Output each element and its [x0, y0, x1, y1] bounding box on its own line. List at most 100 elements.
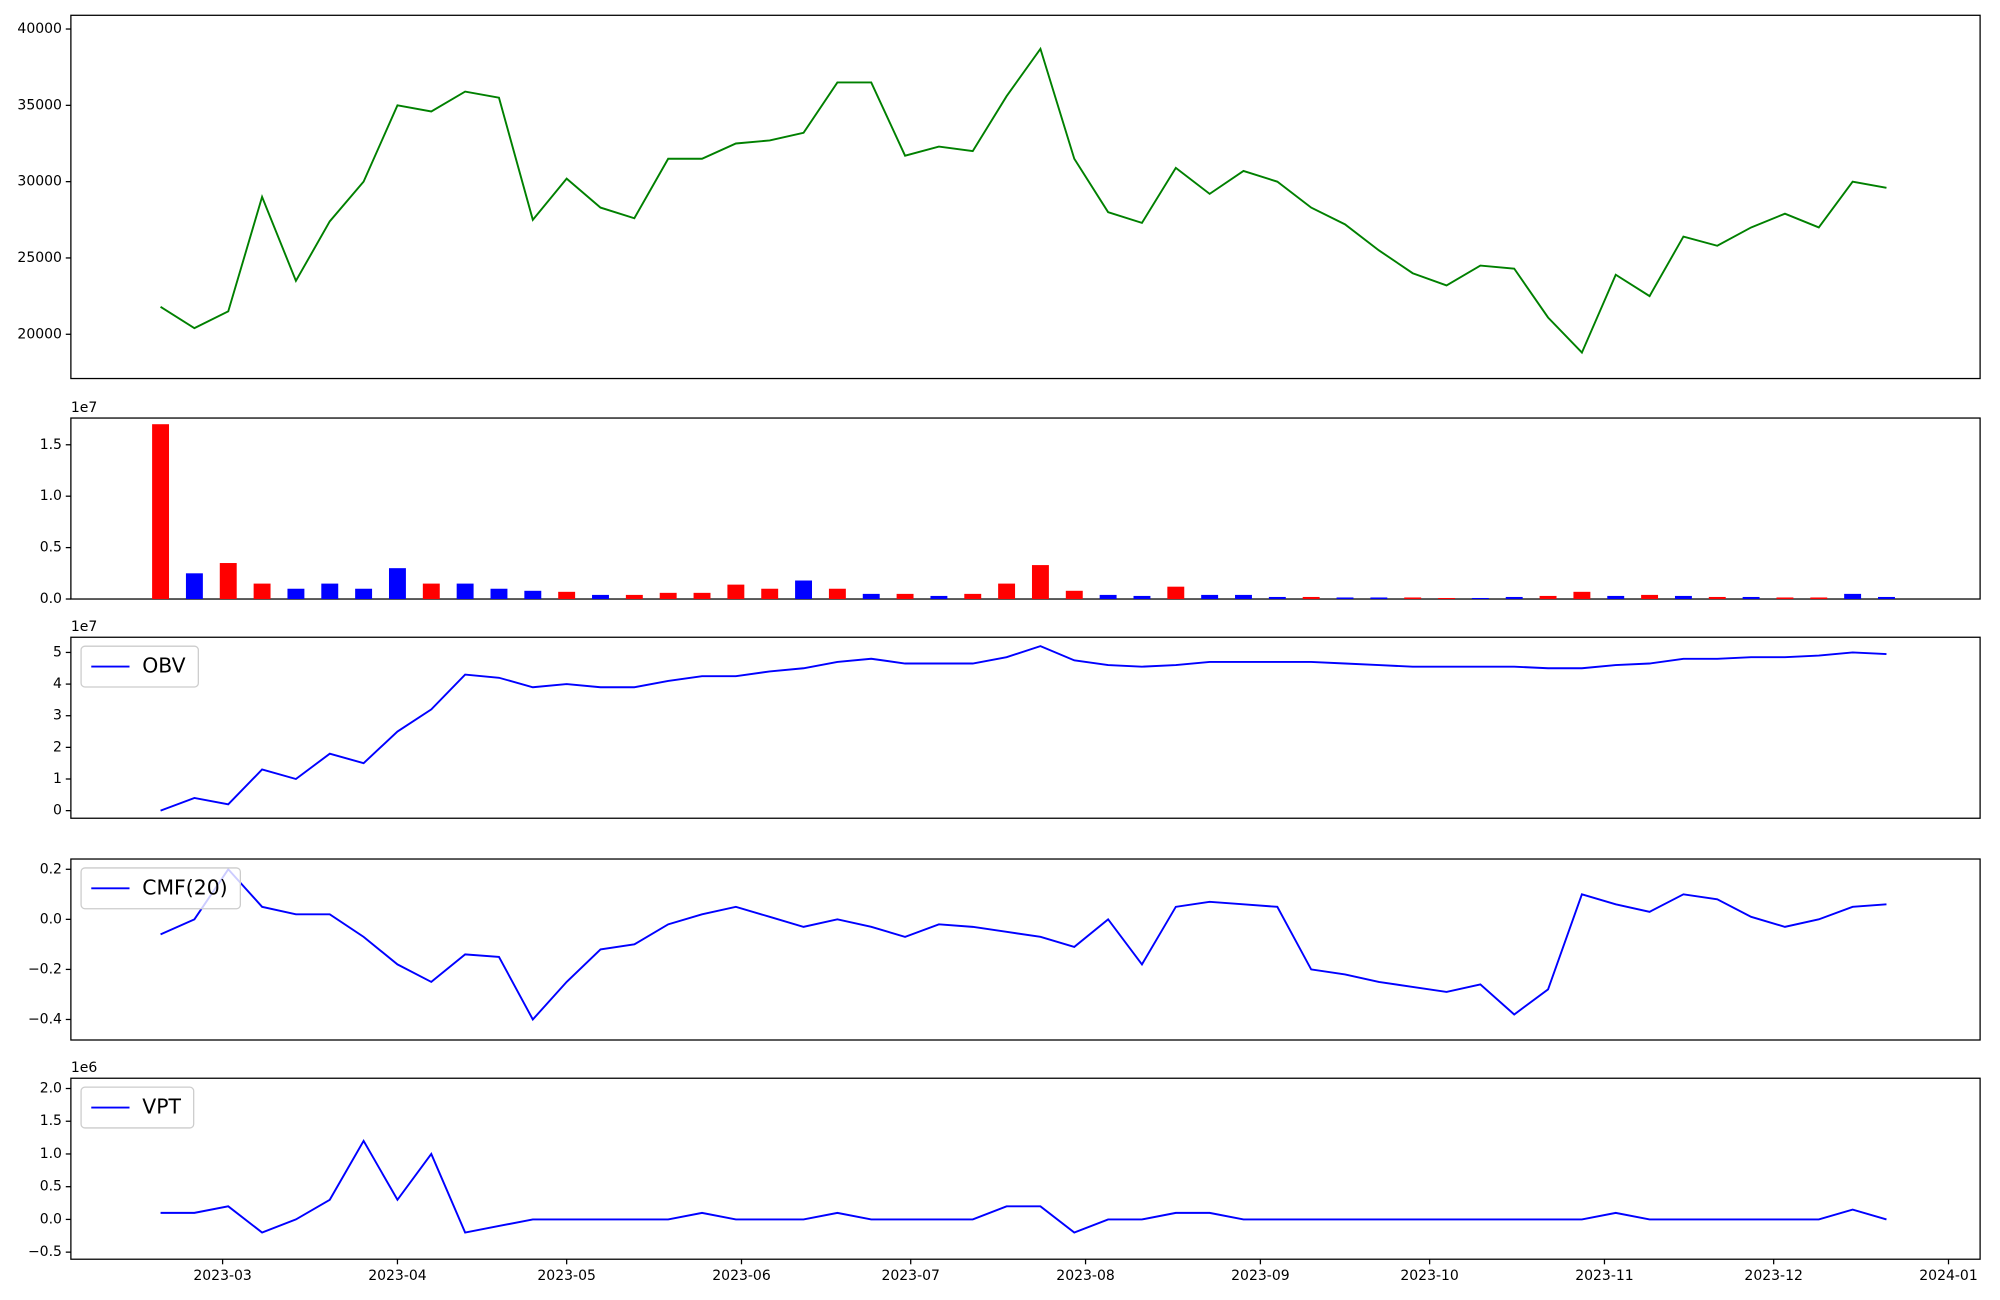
legend-box	[80, 867, 241, 910]
volume-bar	[558, 591, 576, 600]
y-tick-label: 30000	[17, 174, 62, 190]
volume-bar	[1336, 597, 1354, 600]
y-tick-label: 0.0	[40, 591, 62, 607]
volume-bar	[1201, 594, 1219, 600]
volume-bar	[1844, 593, 1862, 600]
volume-bar	[1674, 595, 1692, 600]
volume-bar	[1235, 594, 1252, 600]
volume-bar	[1742, 596, 1760, 600]
volume-bar	[998, 583, 1016, 600]
y-tick-label: 35000	[17, 97, 62, 113]
x-tick-label: 2023-09	[1231, 1268, 1290, 1284]
volume-bar	[862, 593, 880, 600]
legend-label: CMF(20)	[142, 875, 227, 899]
x-tick-label: 2023-07	[881, 1268, 940, 1284]
y-tick-label: 1.5	[40, 437, 62, 453]
volume-bar	[253, 583, 271, 600]
volume-bar	[1573, 591, 1591, 600]
volume-bar	[1776, 597, 1794, 600]
volume-bar	[152, 424, 170, 600]
volume-bar	[1539, 595, 1557, 600]
y-tick-label: −0.2	[28, 961, 62, 977]
y-tick-label: −0.5	[28, 1244, 62, 1260]
volume-bar	[1438, 597, 1455, 600]
y-tick-label: 0.0	[40, 911, 62, 927]
volume-bar	[1133, 595, 1151, 600]
volume-bar	[1471, 597, 1489, 600]
volume-bar	[321, 583, 339, 600]
y-tick-label: 3	[53, 708, 62, 724]
volume-bar	[1810, 597, 1828, 600]
volume-bar	[1065, 590, 1083, 600]
volume-bar	[795, 580, 813, 600]
legend-label: VPT	[142, 1095, 181, 1119]
volume-bar	[896, 593, 914, 600]
volume-bar	[185, 573, 203, 600]
volume-bar	[659, 592, 677, 600]
volume-bar	[1505, 596, 1523, 600]
y-tick-label: 0.5	[40, 1179, 62, 1195]
series-line	[160, 46, 1887, 355]
volume-bar	[1607, 595, 1625, 600]
volume-bar	[1708, 596, 1726, 600]
y-offset-label: 1e7	[71, 400, 97, 416]
plot-frame	[70, 858, 1981, 1041]
y-tick-label: 1.5	[40, 1113, 62, 1129]
volume-bar	[422, 583, 440, 600]
legend-box	[80, 1086, 195, 1129]
series-line	[160, 1138, 1887, 1234]
x-tick-label: 2023-11	[1575, 1268, 1634, 1284]
y-offset-label: 1e6	[71, 1060, 98, 1076]
volume-bar	[1404, 597, 1422, 600]
volume-bar	[456, 583, 474, 600]
x-tick-label: 2024-01	[1919, 1268, 1978, 1284]
y-tick-label: 40000	[17, 21, 62, 37]
volume-bar	[287, 588, 305, 600]
volume-bar	[592, 594, 609, 600]
y-tick-label: 1.0	[40, 1146, 62, 1162]
x-tick-label: 2023-12	[1744, 1268, 1803, 1284]
series-line	[160, 645, 1887, 812]
volume-bar	[524, 590, 542, 600]
x-tick-label: 2023-10	[1400, 1268, 1459, 1284]
plot-frame	[70, 636, 1981, 819]
volume-bar	[693, 592, 711, 600]
volume-bar	[828, 588, 846, 600]
y-tick-label: 0.0	[40, 1211, 62, 1227]
y-tick-label: 0.2	[40, 861, 62, 877]
volume-bar	[355, 588, 373, 600]
y-tick-label: 0.5	[40, 540, 62, 556]
y-tick-label: −0.4	[28, 1011, 62, 1027]
plot-frame	[70, 1077, 1981, 1260]
volume-bar	[625, 594, 643, 600]
y-tick-label: 2.0	[40, 1081, 62, 1097]
y-tick-label: 2	[53, 739, 62, 755]
volume-bar	[490, 588, 508, 600]
series-line	[160, 867, 1887, 1022]
y-offset-label: 1e7	[71, 619, 97, 635]
x-tick-label: 2023-06	[712, 1268, 771, 1284]
y-tick-label: 1	[53, 771, 62, 787]
volume-bar	[1302, 596, 1320, 600]
x-tick-label: 2023-05	[537, 1268, 596, 1284]
y-tick-label: 20000	[17, 326, 62, 342]
y-tick-label: 0	[53, 803, 62, 819]
x-tick-label: 2023-03	[193, 1268, 251, 1284]
y-tick-label: 25000	[17, 250, 62, 266]
volume-bar	[761, 588, 779, 600]
volume-bar	[1031, 565, 1049, 600]
plot-frame	[70, 417, 1981, 600]
volume-bar	[930, 595, 948, 600]
y-tick-label: 1.0	[40, 488, 62, 504]
x-tick-label: 2023-08	[1056, 1268, 1115, 1284]
volume-bar	[388, 568, 406, 600]
volume-bar	[1878, 596, 1895, 600]
volume-bar	[964, 593, 982, 600]
legend-label: OBV	[142, 654, 185, 678]
y-tick-label: 5	[53, 644, 62, 660]
volume-bar	[727, 584, 745, 600]
volume-bar	[1099, 594, 1117, 600]
y-tick-label: 4	[53, 676, 62, 692]
